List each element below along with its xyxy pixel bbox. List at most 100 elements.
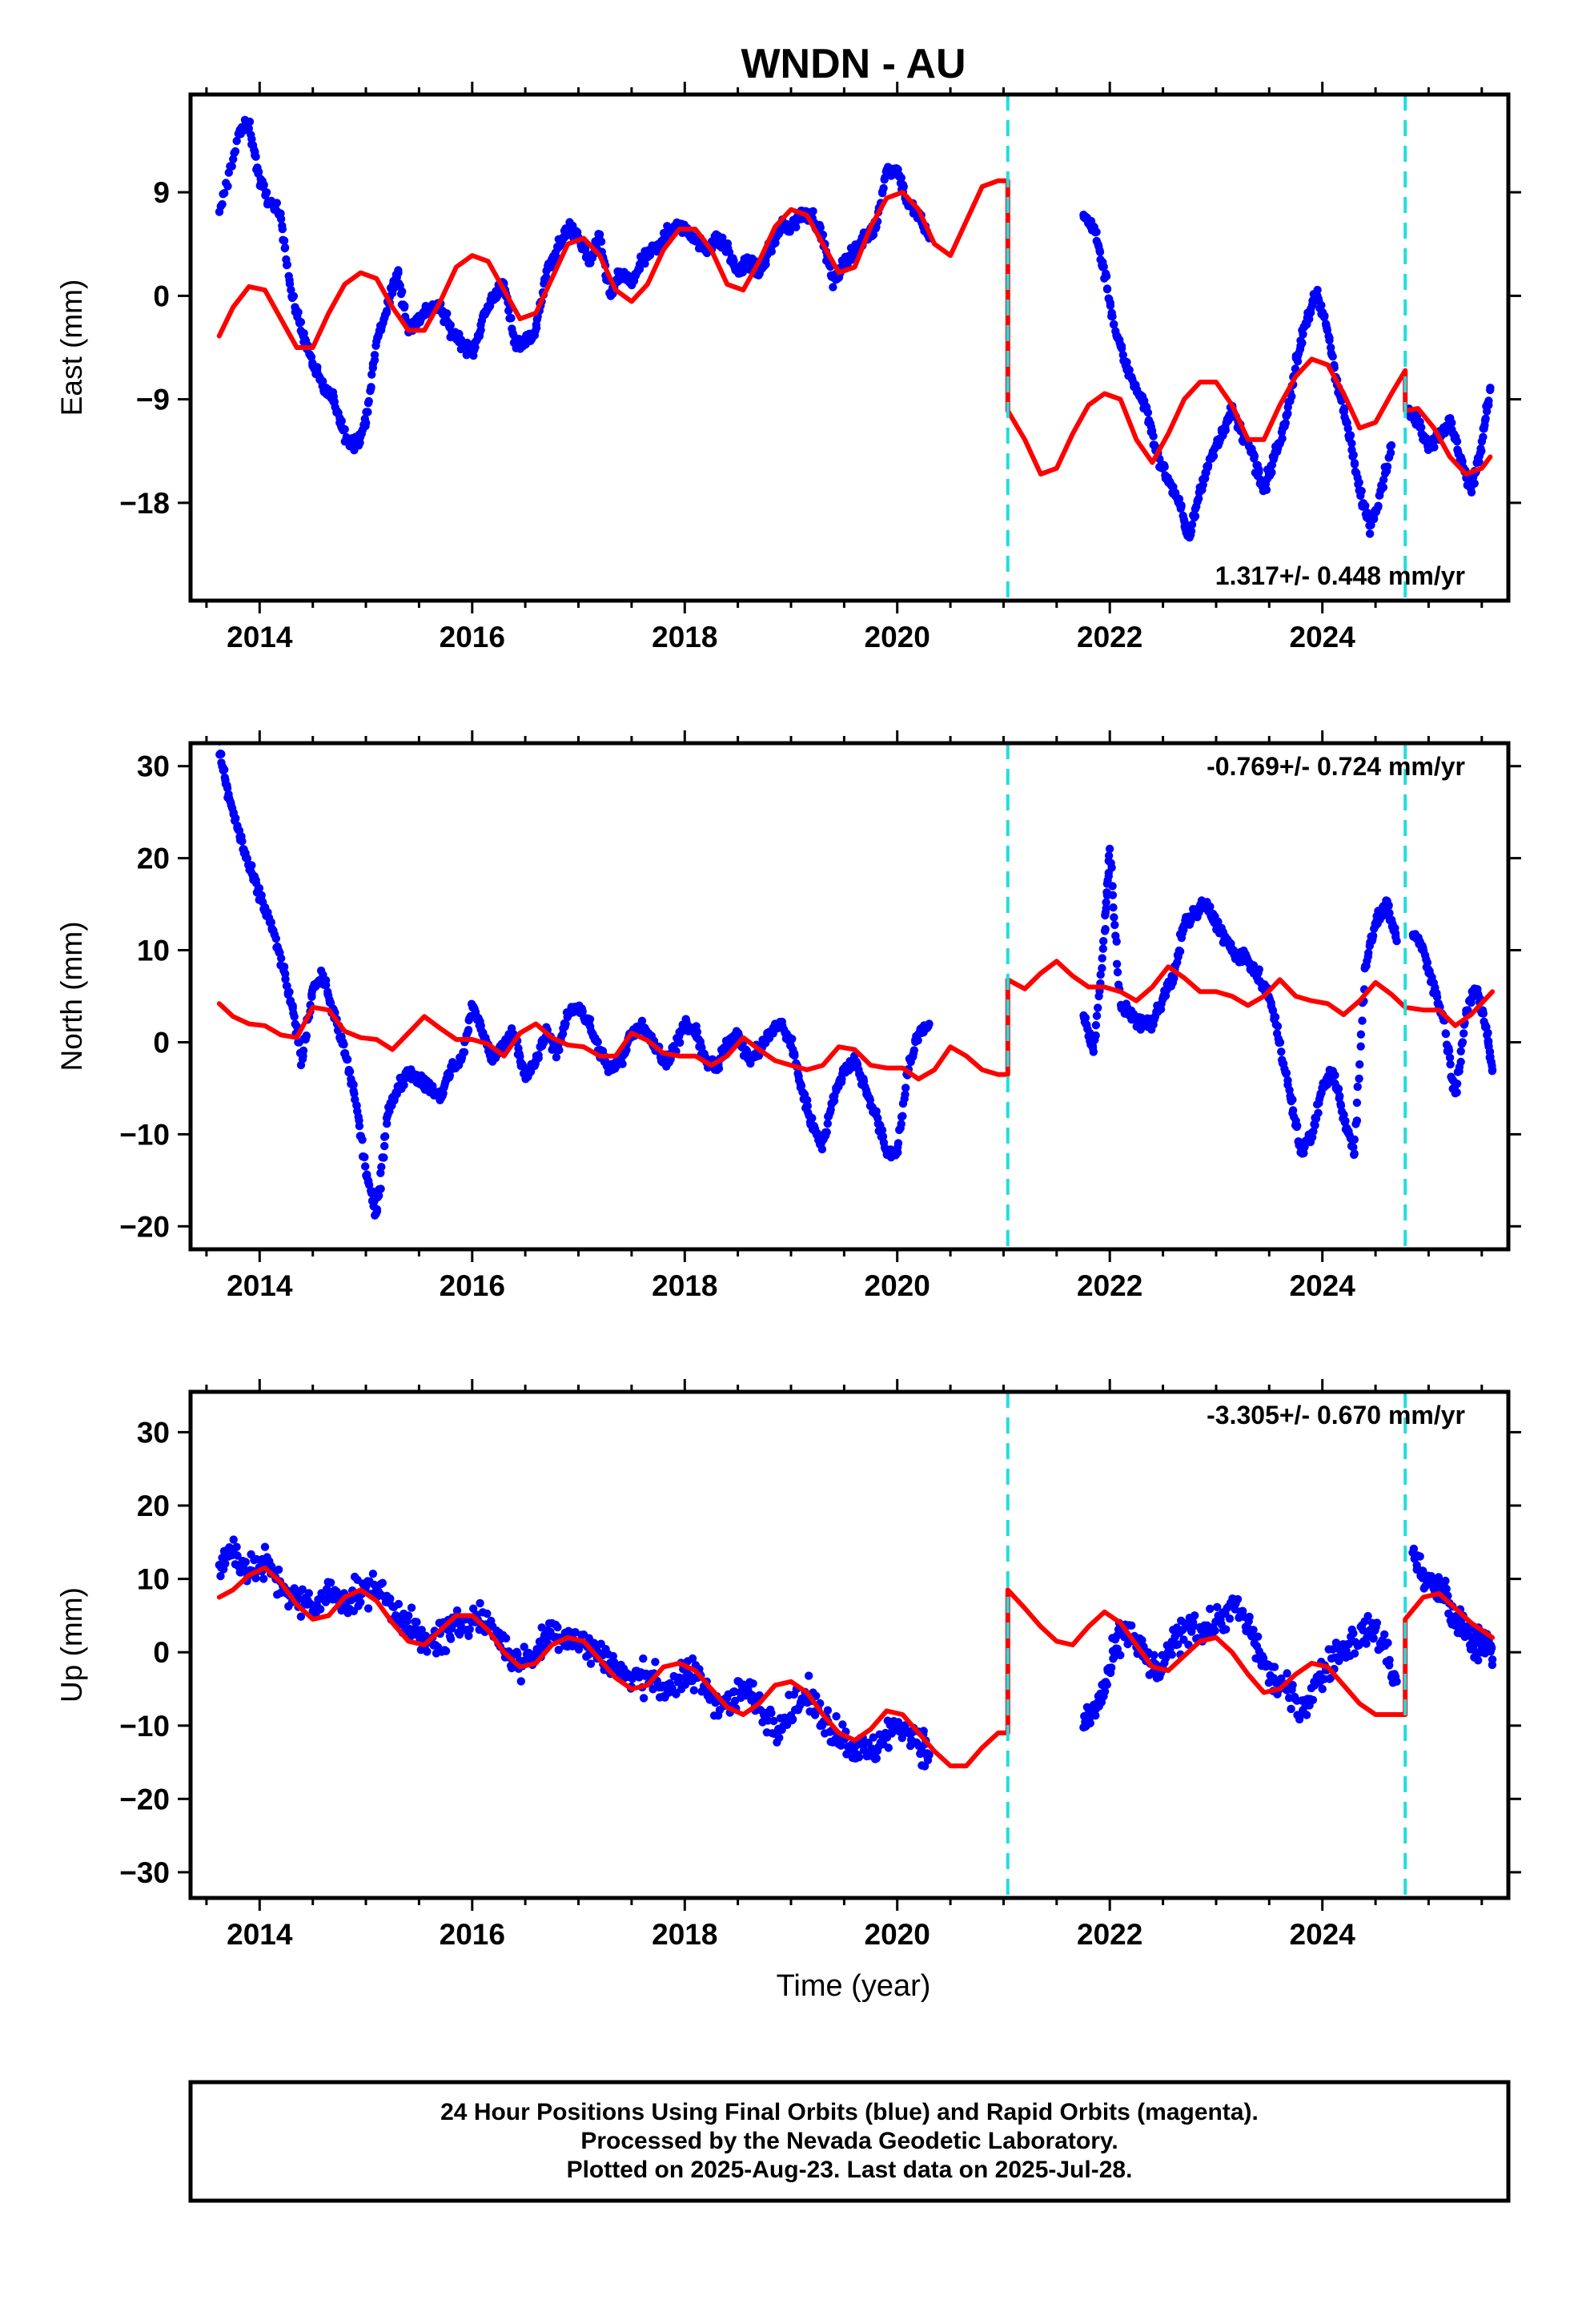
- up-observation-point: [1409, 1544, 1419, 1554]
- east-observation-point: [1347, 439, 1356, 448]
- north-observation-point: [1334, 1084, 1343, 1093]
- east-observation-point: [251, 152, 260, 161]
- north-observation-point: [1331, 1071, 1339, 1080]
- north-observation-point: [1102, 898, 1110, 907]
- north-observation-point: [277, 954, 286, 963]
- north-observation-point: [808, 1114, 817, 1123]
- east-plot-area: [215, 115, 1495, 542]
- east-observation-point: [1191, 512, 1200, 521]
- east-observation-point: [224, 168, 233, 177]
- north-observation-point: [817, 1144, 827, 1154]
- north-observation-point: [1108, 882, 1117, 891]
- east-observation-point: [1267, 468, 1276, 477]
- north-observation-point: [376, 1168, 385, 1178]
- up-observation-point: [386, 1594, 395, 1603]
- up-observation-point: [554, 1646, 563, 1655]
- north-observation-point: [1350, 1135, 1359, 1144]
- north-y-tick-label: 0: [153, 1027, 170, 1059]
- up-observation-point: [767, 1708, 776, 1718]
- up-observation-point: [1362, 1639, 1371, 1648]
- east-observation-point: [1143, 408, 1153, 417]
- up-y-tick-label: 20: [137, 1490, 170, 1522]
- up-observation-point: [1441, 1576, 1450, 1586]
- north-observation-point: [299, 1046, 308, 1055]
- east-observation-point: [276, 215, 286, 223]
- east-observation-point: [337, 416, 346, 425]
- east-observation-point: [897, 173, 906, 183]
- up-observation-point: [1259, 1654, 1268, 1663]
- up-observation-point: [1206, 1604, 1215, 1614]
- up-observation-point: [1127, 1621, 1136, 1630]
- east-observation-point: [1467, 488, 1476, 497]
- footer-line-3: Plotted on 2025-Aug-23. Last data on 202…: [567, 2157, 1133, 2183]
- up-observation-point: [1283, 1669, 1291, 1678]
- north-y-tick-label: −20: [119, 1210, 170, 1243]
- up-x-tick-label: 2014: [227, 1918, 293, 1951]
- east-observation-point: [1452, 437, 1462, 446]
- east-observation-point: [394, 268, 403, 277]
- up-y-tick-label: −20: [119, 1783, 170, 1815]
- east-observation-point: [1479, 432, 1488, 441]
- east-observation-point: [1486, 384, 1495, 392]
- north-observation-point: [1385, 909, 1394, 918]
- figure-title: WNDN - AU: [741, 41, 966, 87]
- up-y-axis-label: Up (mm): [55, 1587, 88, 1703]
- north-observation-point: [290, 1012, 299, 1021]
- up-observation-point: [404, 1611, 413, 1620]
- north-observation-point: [271, 934, 280, 943]
- east-observation-point: [363, 408, 372, 416]
- north-observation-point: [877, 1126, 887, 1135]
- east-observation-point: [542, 273, 551, 282]
- up-observation-point: [1222, 1625, 1231, 1634]
- north-observation-point: [1368, 931, 1378, 940]
- up-observation-point: [441, 1647, 451, 1655]
- east-observation-point: [899, 183, 909, 191]
- north-observation-point: [1255, 965, 1264, 974]
- up-observation-point: [1249, 1626, 1258, 1634]
- north-observation-point: [375, 1191, 383, 1200]
- up-frame: [188, 1389, 1511, 1900]
- north-observation-point: [552, 1053, 561, 1062]
- up-observation-point: [513, 1650, 522, 1659]
- north-y-tick-label: −10: [119, 1118, 170, 1151]
- north-observation-point: [343, 1055, 352, 1064]
- north-observation-point: [217, 750, 226, 758]
- east-observation-point: [367, 383, 375, 392]
- north-observation-point: [285, 987, 294, 997]
- east-observation-point: [1110, 320, 1118, 329]
- up-observation-point: [1247, 1632, 1256, 1641]
- up-observation-point: [368, 1570, 378, 1578]
- east-observation-point: [1298, 339, 1307, 348]
- east-observation-point: [1367, 521, 1375, 529]
- east-panel: 2014 2016 2018 2020 2022 2024 9 0 −9 −18 East (mm)…: [55, 82, 1521, 653]
- north-observation-point: [534, 1051, 543, 1059]
- north-observation-point: [1353, 1082, 1362, 1092]
- north-observation-point: [1392, 936, 1401, 946]
- east-observation-point: [1287, 392, 1296, 401]
- up-observation-point: [216, 1571, 225, 1581]
- up-observation-point: [1328, 1645, 1338, 1654]
- up-observation-point: [1107, 1663, 1116, 1672]
- north-plot-area: [215, 743, 1497, 1220]
- up-observation-point: [259, 1574, 268, 1583]
- up-observation-point: [837, 1741, 845, 1750]
- north-observation-point: [618, 1059, 627, 1068]
- east-observation-point: [220, 189, 229, 198]
- up-y-tick-label: 10: [137, 1563, 170, 1596]
- north-observation-point: [1102, 904, 1110, 913]
- east-observation-point: [1095, 247, 1105, 256]
- north-observation-point: [267, 918, 275, 927]
- north-observation-point: [1098, 963, 1106, 973]
- north-observation-point: [823, 1119, 833, 1128]
- north-observation-point: [1104, 851, 1114, 860]
- north-panel: 2014 2016 2018 2020 2022 2024 30 20 10 0 −10 −20 Nor…: [55, 730, 1521, 1302]
- north-observation-point: [1206, 902, 1215, 911]
- east-observation-point: [1221, 426, 1231, 435]
- up-observation-point: [304, 1589, 313, 1598]
- east-observation-point: [279, 236, 289, 245]
- north-observation-point: [790, 1049, 799, 1058]
- east-observation-point: [1365, 529, 1375, 538]
- east-observation-point: [1379, 475, 1388, 485]
- north-observation-point: [1484, 1028, 1492, 1038]
- east-observation-point: [1203, 460, 1213, 470]
